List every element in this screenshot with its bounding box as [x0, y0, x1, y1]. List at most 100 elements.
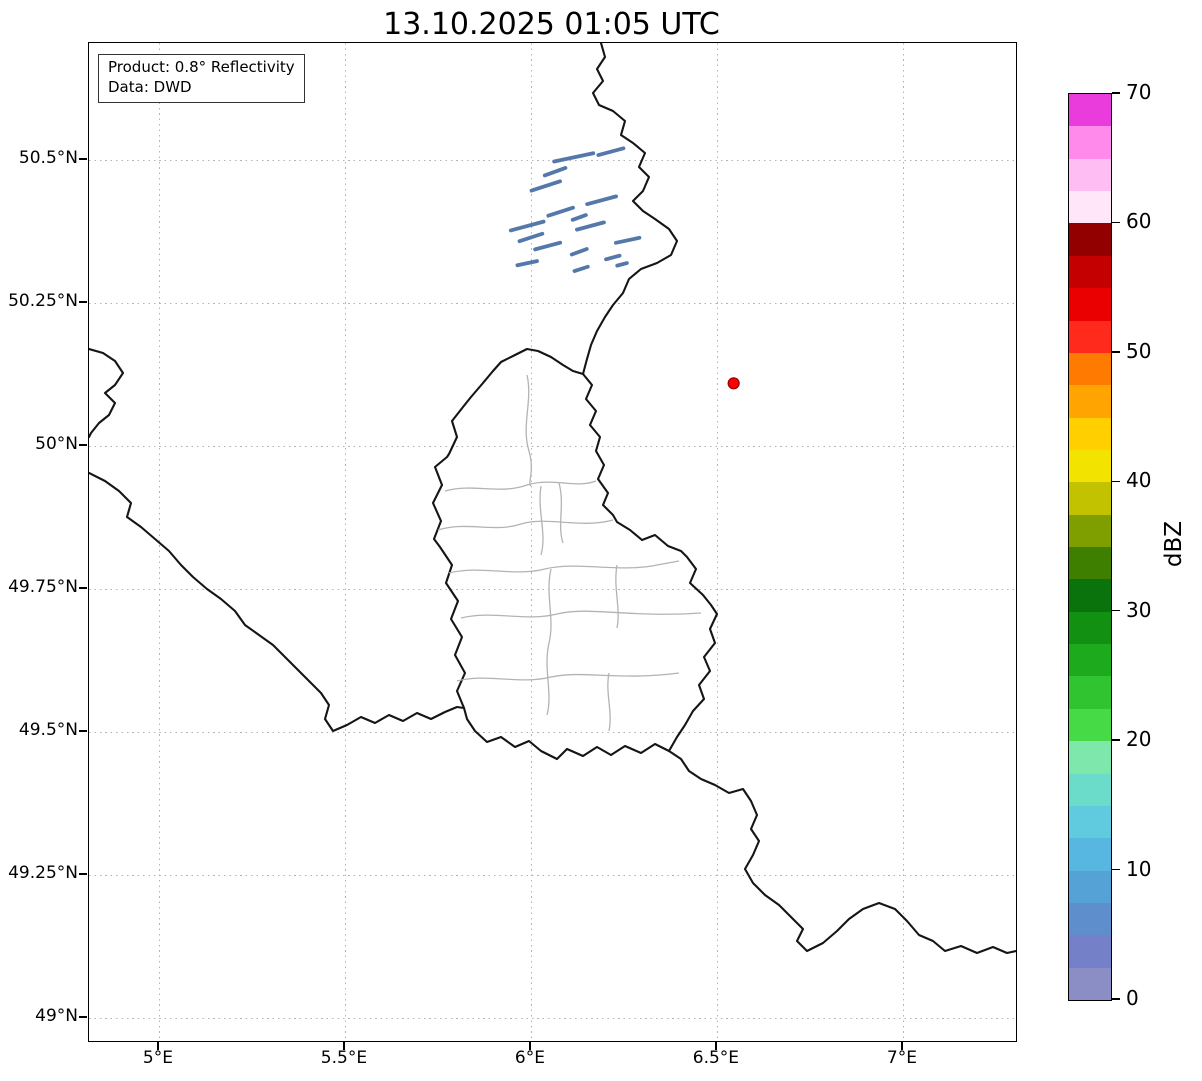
- canton-line: [615, 564, 619, 629]
- colorbar-tick-mark: [1111, 998, 1120, 1000]
- colorbar-segment: [1069, 223, 1111, 256]
- colorbar-segment: [1069, 741, 1111, 774]
- y-tick-label: 49.25°N: [8, 863, 78, 884]
- colorbar-segment: [1069, 870, 1111, 903]
- radar-site-marker: [727, 377, 740, 390]
- colorbar-tick-mark: [1111, 351, 1120, 353]
- radar-echo: [529, 179, 562, 193]
- y-tick-label: 50°N: [35, 434, 78, 455]
- x-tick-label: 6°E: [514, 1048, 545, 1068]
- border-france-germany: [667, 749, 1016, 955]
- x-tick-label: 6.5°E: [692, 1048, 740, 1068]
- x-tick-mark: [157, 1041, 159, 1050]
- colorbar-segment: [1069, 320, 1111, 353]
- radar-echo: [515, 259, 539, 268]
- radar-echo: [508, 219, 546, 233]
- x-tick-mark: [901, 1041, 903, 1050]
- gridline-horizontal: [89, 303, 1016, 305]
- colorbar-tick-label: 30: [1126, 597, 1152, 622]
- colorbar-segment: [1069, 514, 1111, 548]
- colorbar-segment: [1069, 385, 1111, 418]
- radar-echo: [542, 166, 568, 178]
- canton-line: [460, 610, 702, 619]
- radar-echo: [615, 261, 629, 268]
- radar-echo: [572, 264, 590, 273]
- colorbar-tick-label: 60: [1126, 209, 1152, 234]
- radar-echo: [570, 213, 588, 222]
- colorbar-tick-mark: [1111, 480, 1120, 483]
- radar-echo: [533, 240, 563, 252]
- canton-line: [558, 482, 564, 544]
- canton-line: [437, 519, 614, 531]
- radar-echoes: [508, 146, 642, 273]
- country-borders: [89, 43, 1016, 955]
- y-tick-label: 49.75°N: [8, 577, 78, 598]
- colorbar-label: dBZ: [1161, 520, 1187, 568]
- x-tick-label: 7°E: [886, 1048, 917, 1068]
- colorbar-segment: [1069, 967, 1111, 1001]
- colorbar-segment: [1069, 126, 1111, 159]
- colorbar-tick-label: 40: [1126, 468, 1152, 493]
- radar-echo: [552, 151, 596, 164]
- colorbar-segment: [1069, 482, 1111, 515]
- figure-title: 13.10.2025 01:05 UTC: [383, 7, 720, 42]
- y-tick-mark: [78, 444, 87, 446]
- info-source-line: Data: DWD: [108, 77, 192, 96]
- colorbar-tick-label: 50: [1126, 338, 1152, 363]
- y-tick-mark: [78, 873, 87, 875]
- border-belgium-germany: [581, 43, 679, 376]
- canton-line: [607, 672, 611, 732]
- colorbar-segment: [1069, 547, 1111, 580]
- gridline-horizontal: [89, 1018, 1016, 1020]
- colorbar-segment: [1069, 644, 1111, 677]
- colorbar-tick-mark: [1111, 221, 1120, 224]
- colorbar-tick-label: 20: [1126, 727, 1152, 752]
- colorbar-segment: [1069, 288, 1111, 321]
- y-tick-mark: [78, 301, 87, 303]
- border-france-belgium-west: [89, 347, 125, 439]
- colorbar-segment: [1069, 838, 1111, 871]
- info-box: Product: 0.8° Reflectivity Data: DWD: [98, 54, 305, 103]
- colorbar-segment: [1069, 611, 1111, 645]
- colorbar-segment: [1069, 158, 1111, 192]
- canton-line: [456, 672, 680, 682]
- y-tick-mark: [78, 587, 87, 589]
- colorbar-segment: [1069, 94, 1111, 127]
- colorbar-tick-label: 10: [1126, 856, 1152, 881]
- gridline-vertical: [716, 43, 718, 1041]
- info-product-line: Product: 0.8° Reflectivity: [108, 58, 295, 76]
- x-tick-label: 5.5°E: [320, 1048, 368, 1068]
- colorbar-segment: [1069, 708, 1111, 742]
- y-tick-mark: [78, 158, 87, 160]
- y-tick-mark: [78, 1016, 87, 1018]
- colorbar-tick-mark: [1111, 868, 1120, 871]
- y-tick-label: 50.5°N: [18, 148, 78, 169]
- radar-echo: [585, 194, 618, 207]
- colorbar-tick-label: 0: [1126, 986, 1139, 1010]
- colorbar-segment: [1069, 417, 1111, 450]
- colorbar-segment: [1069, 579, 1111, 612]
- gridline-horizontal: [89, 732, 1016, 734]
- colorbar-segment: [1069, 352, 1111, 386]
- colorbar-tick-mark: [1111, 609, 1120, 612]
- x-tick-mark: [343, 1041, 345, 1050]
- colorbar-segment: [1069, 255, 1111, 289]
- canton-line: [525, 374, 532, 487]
- colorbar-tick-mark: [1111, 739, 1120, 741]
- x-tick-mark: [529, 1041, 531, 1050]
- y-tick-label: 49.5°N: [18, 720, 78, 741]
- gridline-horizontal: [89, 589, 1016, 591]
- canton-line: [448, 560, 680, 574]
- border-france-belgium: [89, 471, 466, 733]
- border-luxembourg: [431, 347, 719, 761]
- canton-line: [444, 480, 597, 492]
- colorbar-segment: [1069, 449, 1111, 483]
- y-tick-mark: [78, 730, 87, 732]
- radar-echo: [596, 146, 626, 157]
- colorbar-tick-mark: [1111, 92, 1120, 94]
- radar-echo: [614, 235, 642, 245]
- map-plot-area: Product: 0.8° Reflectivity Data: DWD: [88, 42, 1017, 1042]
- radar-echo: [575, 220, 606, 232]
- y-tick-label: 49°N: [35, 1006, 78, 1027]
- colorbar-segment: [1069, 773, 1111, 806]
